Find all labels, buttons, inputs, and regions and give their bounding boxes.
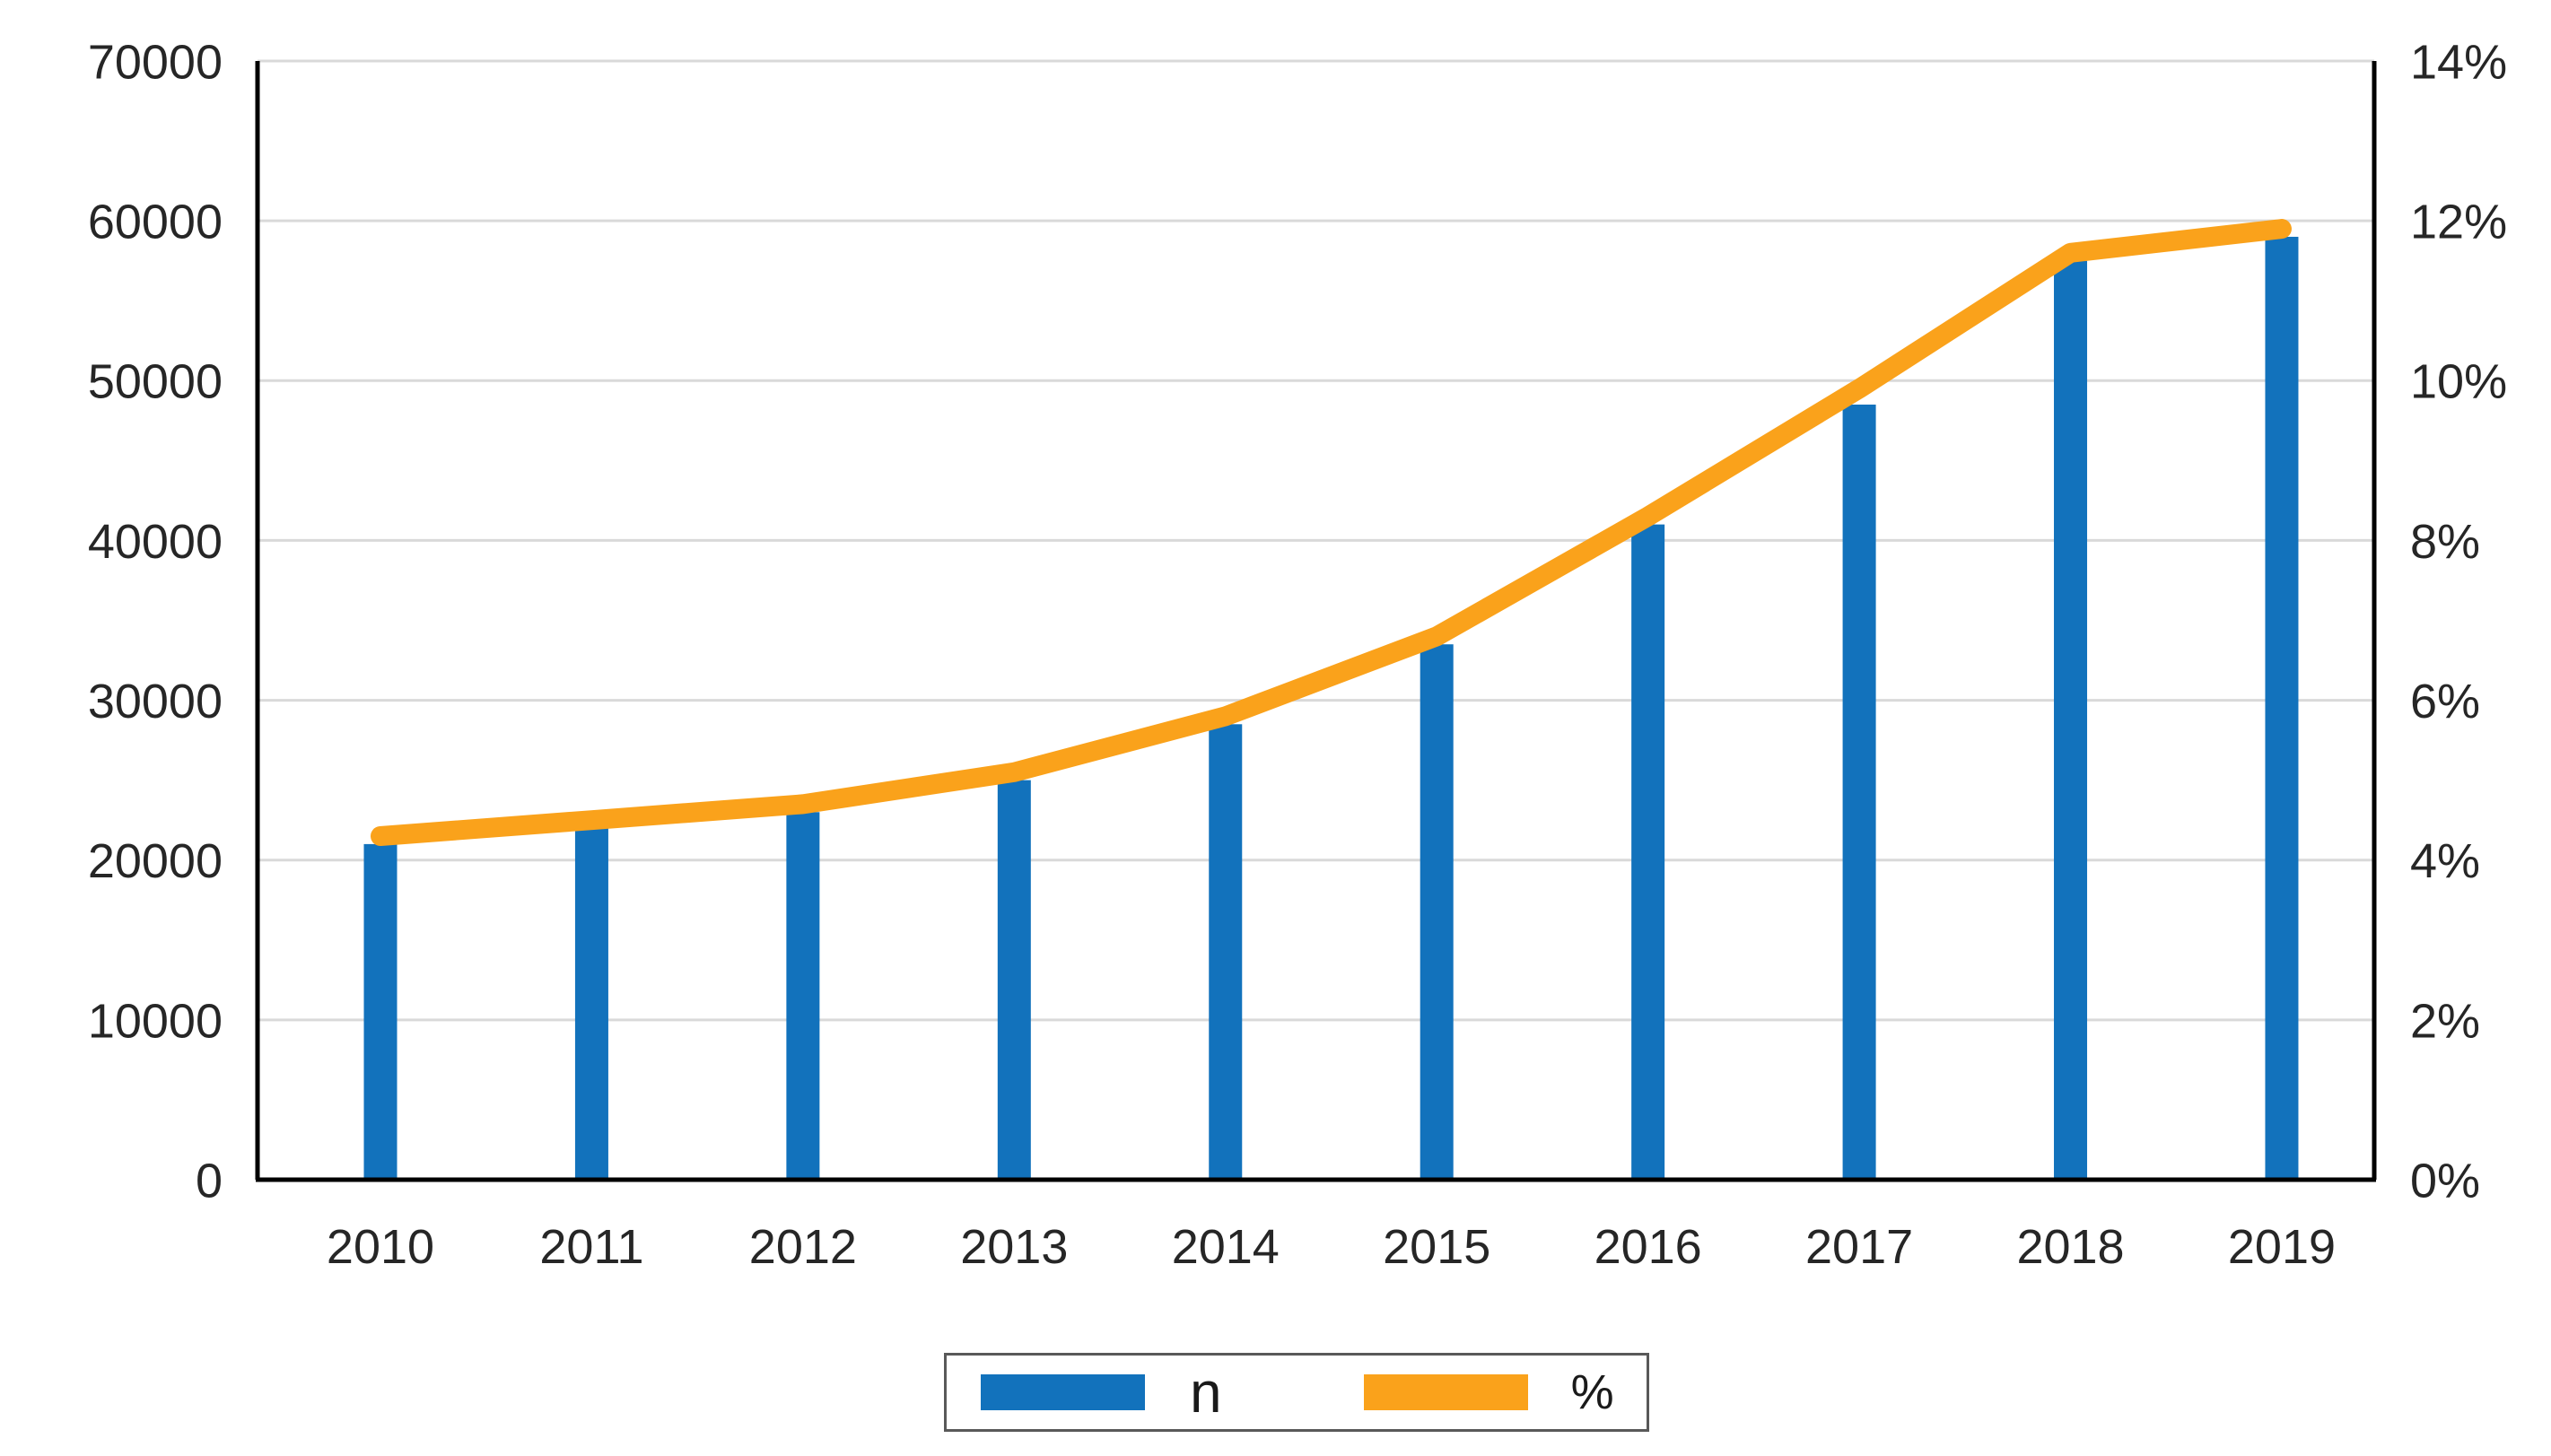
left-axis-tick-label: 60000 xyxy=(88,196,223,249)
right-axis-tick-label: 8% xyxy=(2410,515,2480,569)
right-axis-tick-label: 0% xyxy=(2410,1154,2480,1208)
right-axis-tick-label: 12% xyxy=(2410,196,2507,249)
legend-swatch-percent-line xyxy=(1363,1374,1528,1410)
x-axis-label-2017: 2017 xyxy=(1805,1220,1913,1274)
right-axis-tick-label: 14% xyxy=(2410,35,2507,89)
left-axis-tick-label: 20000 xyxy=(88,834,223,888)
bar-2015 xyxy=(1420,644,1454,1180)
bar-2012 xyxy=(786,812,820,1180)
x-axis-label-2012: 2012 xyxy=(749,1220,857,1274)
legend-swatch-n-bar xyxy=(981,1374,1145,1410)
bar-2013 xyxy=(997,780,1031,1180)
bar-2014 xyxy=(1209,724,1243,1180)
bar-2019 xyxy=(2265,236,2299,1180)
legend-label-n: n xyxy=(1190,1360,1222,1425)
right-axis-tick-label: 2% xyxy=(2410,994,2480,1048)
x-axis-label-2010: 2010 xyxy=(327,1220,434,1274)
right-axis-tick-label: 4% xyxy=(2410,834,2480,888)
right-axis-tick-label: 6% xyxy=(2410,675,2480,728)
legend: n % xyxy=(944,1353,1649,1432)
bar-2017 xyxy=(1842,405,1876,1180)
x-axis-label-2015: 2015 xyxy=(1383,1220,1490,1274)
left-axis-tick-label: 0 xyxy=(196,1154,223,1208)
x-axis-label-2018: 2018 xyxy=(2016,1220,2124,1274)
bar-2011 xyxy=(574,828,608,1180)
bar-2016 xyxy=(1631,524,1665,1180)
bar-2010 xyxy=(363,843,398,1180)
right-axis-tick-label: 10% xyxy=(2410,355,2507,409)
bar-2018 xyxy=(2054,260,2088,1180)
left-axis-tick-label: 50000 xyxy=(88,355,223,409)
x-axis-label-2014: 2014 xyxy=(1172,1220,1280,1274)
left-axis-tick-label: 40000 xyxy=(88,515,223,569)
x-axis-label-2011: 2011 xyxy=(539,1220,643,1274)
legend-label-percent: % xyxy=(1570,1365,1614,1419)
x-axis-label-2016: 2016 xyxy=(1594,1220,1702,1274)
left-axis-tick-label: 70000 xyxy=(88,35,223,89)
x-axis-label-2019: 2019 xyxy=(2228,1220,2336,1274)
left-axis-tick-label: 10000 xyxy=(88,994,223,1048)
x-axis-label-2013: 2013 xyxy=(960,1220,1068,1274)
percent-line xyxy=(371,219,2292,846)
left-axis-tick-label: 30000 xyxy=(88,675,223,728)
